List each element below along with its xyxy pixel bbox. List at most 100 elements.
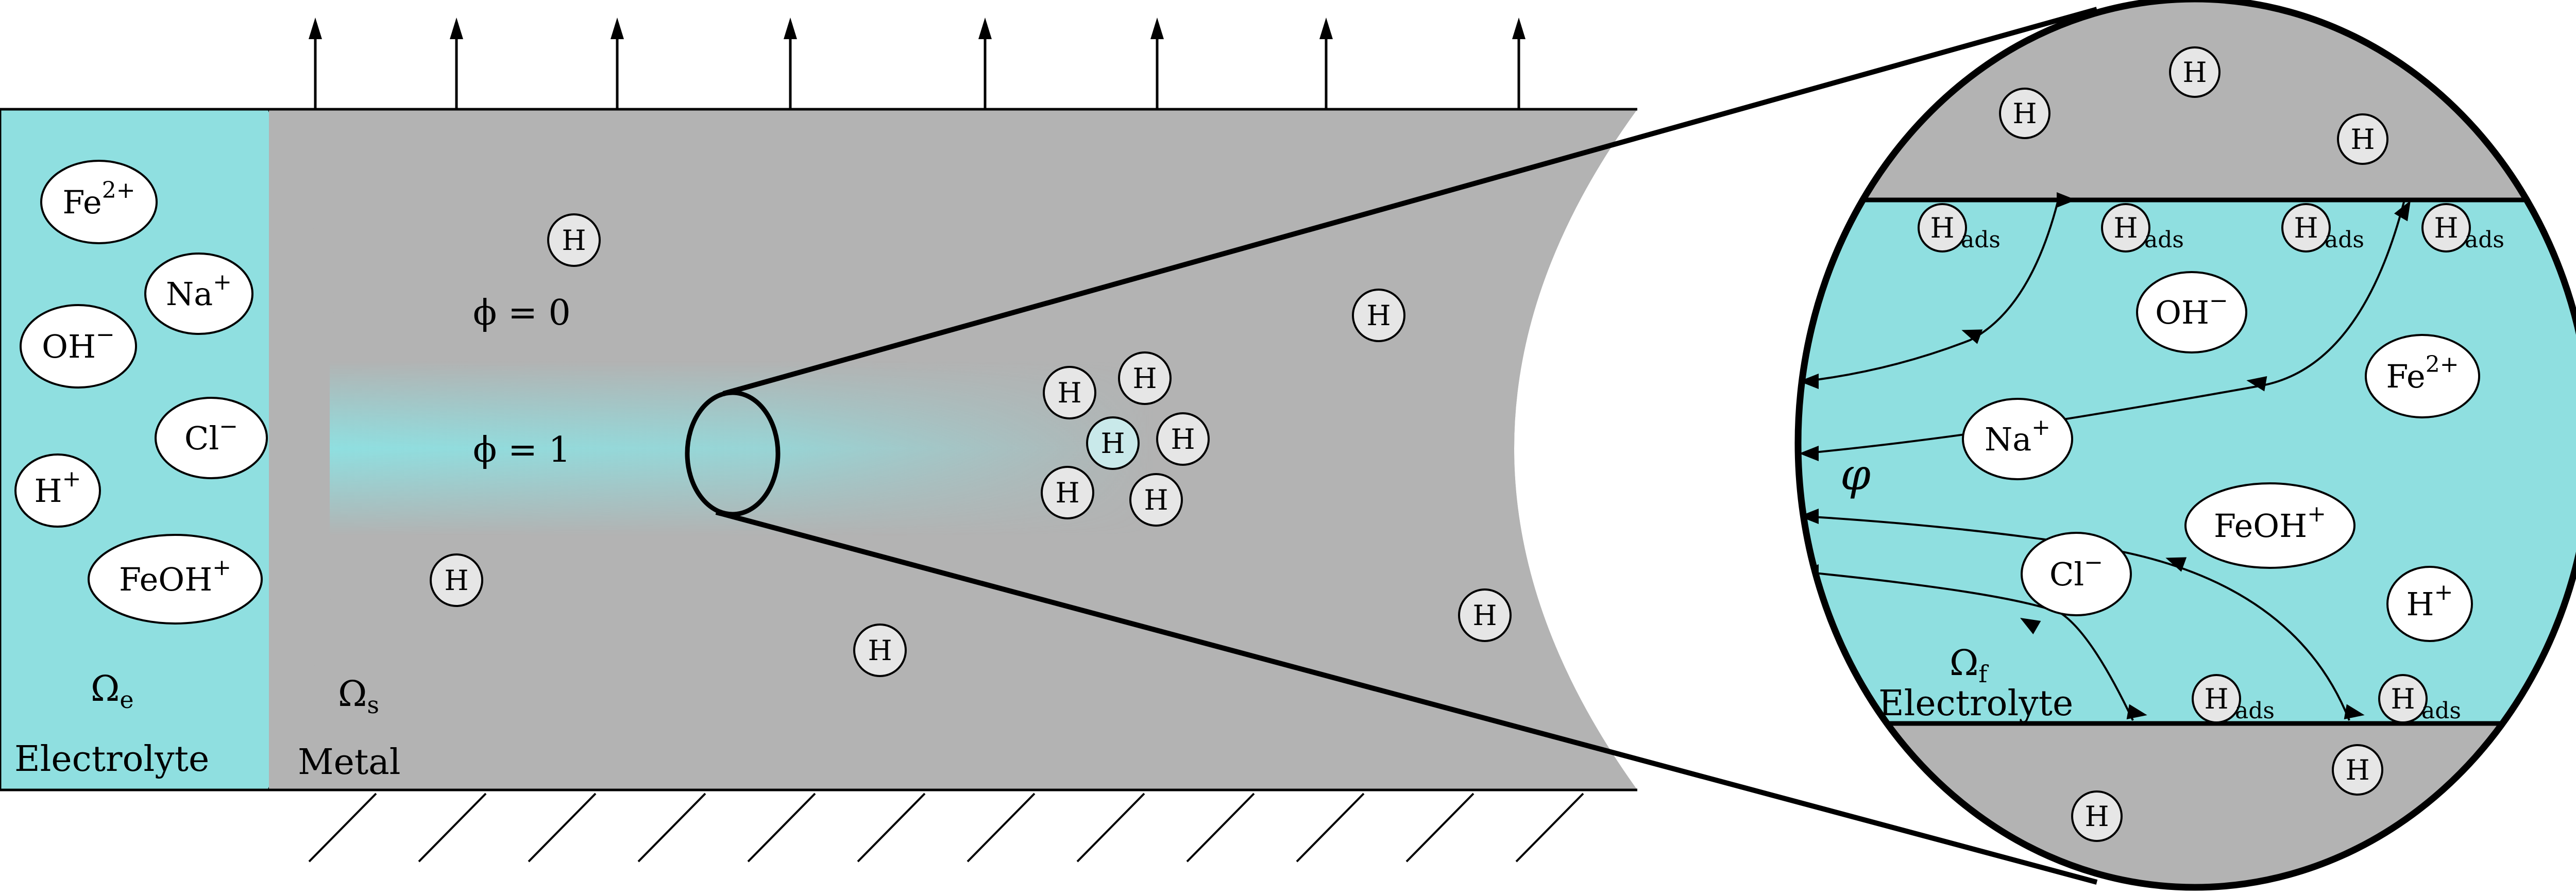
ads-subscript: ads	[2235, 698, 2275, 724]
load-arrow	[611, 18, 624, 109]
load-arrow	[1150, 18, 1164, 109]
hydrogen-atom: H	[2332, 744, 2383, 796]
zoom-ion: OH−	[2136, 271, 2247, 353]
hydrogen-symbol: H	[1055, 477, 1079, 509]
hydrogen-symbol: H	[1930, 212, 1954, 244]
arrow-head	[2246, 376, 2267, 392]
zoom-ion: Na+	[1962, 398, 2073, 480]
hydrogen-circle	[1129, 473, 1183, 527]
hydrogen-symbol: H	[2084, 800, 2109, 833]
hydrogen-atom: H	[1458, 588, 1512, 642]
ion-formula: FeOH+	[119, 554, 231, 598]
metal-label: Metal	[298, 742, 400, 783]
ion-ellipse	[2386, 566, 2473, 642]
omega-f-label: Ωf	[1950, 643, 1989, 688]
hatch-line	[747, 793, 816, 863]
hydrogen-symbol: H	[1171, 423, 1195, 456]
hydrogen-circle	[430, 553, 483, 607]
ion-ellipse	[88, 534, 263, 625]
ads-subscript: ads	[2465, 227, 2504, 253]
ion-ellipse	[144, 252, 253, 335]
hydrogen-symbol: H	[868, 634, 892, 667]
phi-zero-label: ϕ = 0	[473, 293, 571, 333]
arrow-head	[2394, 200, 2411, 222]
hydrogen-symbol: H	[2345, 754, 2369, 786]
hydrogen-circle	[2169, 46, 2221, 98]
electrolyte-ion: Fe2+	[40, 160, 158, 244]
hydrogen-symbol: H	[2182, 56, 2207, 89]
ads-subscript: ads	[2325, 227, 2364, 253]
ion-formula: H+	[2406, 579, 2453, 623]
migration-path	[1804, 201, 2405, 454]
ads-subscript: ads	[2421, 698, 2461, 724]
ion-formula: OH−	[42, 322, 115, 365]
hydrogen-symbol: H	[1057, 377, 1081, 409]
hydrogen-circle	[1918, 203, 1967, 252]
arrow-head	[2020, 618, 2041, 634]
hydrogen-symbol: H	[1472, 599, 1497, 632]
phi-one-label: ϕ = 1	[473, 430, 571, 470]
hatch-line	[967, 793, 1036, 863]
electrolyte-label: Electrolyte	[14, 739, 209, 780]
hydrogen-atom: H	[2169, 46, 2221, 98]
hydrogen-symbol: H	[1366, 299, 1391, 332]
hydrogen-symbol: H	[2012, 97, 2037, 130]
ion-ellipse	[2184, 482, 2355, 569]
hydrogen-symbol: H	[2391, 683, 2415, 715]
hydrogen-circle	[1352, 289, 1405, 342]
hatch-line	[1186, 793, 1255, 863]
ion-formula: Fe2+	[2386, 351, 2459, 395]
load-arrow	[1512, 18, 1526, 109]
load-arrow	[978, 18, 992, 109]
clamped-boundary-hatching	[308, 793, 1584, 863]
zoom-electrolyte-ions: OH− Fe2+ Na+ FeOH+ Cl− H+	[1962, 271, 2480, 642]
zoom-line-bottom	[715, 510, 2098, 885]
ion-formula: H+	[35, 466, 81, 510]
ion-formula: Na+	[1985, 414, 2050, 458]
hydrogen-symbol: H	[1144, 484, 1168, 516]
ion-ellipse	[2136, 271, 2247, 353]
hydrogen-atom: H	[1999, 88, 2050, 139]
hydrogen-circle	[1458, 588, 1512, 642]
hydrogen-circle	[2101, 203, 2150, 252]
hydrogen-circle	[1086, 416, 1140, 470]
hatch-line	[1515, 793, 1584, 863]
hydrogen-atom: H	[2071, 790, 2123, 842]
hydrogen-circle	[1043, 366, 1096, 419]
ion-formula: Fe2+	[62, 177, 135, 221]
ion-formula: FeOH+	[2214, 501, 2326, 545]
electrolyte-ion: FeOH+	[88, 534, 263, 625]
zoom-ion: Cl−	[2021, 532, 2132, 616]
hydrogen-circle	[2281, 203, 2331, 252]
hydrogen-circle	[1156, 412, 1210, 466]
hydrogen-symbol: H	[444, 564, 468, 597]
hydrogen-circle	[547, 213, 601, 267]
hydrogen-atom: H	[1156, 412, 1210, 466]
hydrogen-symbol: H	[2294, 212, 2318, 244]
hydrogen-atom: H	[547, 213, 601, 267]
migration-path	[1804, 201, 2059, 382]
potential-symbol: φ	[1840, 449, 1871, 500]
zoom-line-top	[722, 7, 2098, 396]
electrolyte-ion: Cl−	[155, 397, 268, 479]
hydrogen-symbol: H	[1132, 362, 1157, 395]
hydrogen-circle	[1999, 88, 2050, 139]
ion-formula: OH−	[2155, 288, 2228, 331]
ion-ellipse	[20, 304, 137, 389]
load-arrow	[309, 18, 322, 109]
hydrogen-atom: H	[1129, 473, 1183, 527]
hatch-line	[528, 793, 597, 863]
hydrogen-symbol: H	[2434, 212, 2458, 244]
ion-formula: Cl−	[2049, 549, 2103, 593]
hatch-line	[637, 793, 706, 863]
ion-ellipse	[40, 160, 158, 244]
arrow-head	[2126, 704, 2147, 719]
zoom-ion: H+	[2386, 566, 2473, 642]
hydrogen-atom: H	[853, 624, 907, 677]
hatch-line	[308, 793, 377, 863]
